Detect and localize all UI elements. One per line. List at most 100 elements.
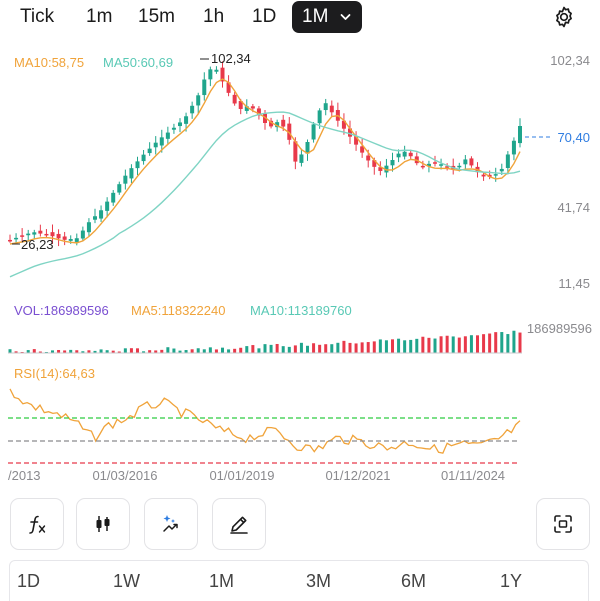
candle-body xyxy=(469,158,474,166)
volume-bar xyxy=(421,336,425,353)
period-1w[interactable]: 1W xyxy=(113,571,140,591)
candlestick-icon xyxy=(96,516,110,532)
volume-bar xyxy=(324,344,328,353)
candle-body xyxy=(202,79,207,96)
magic-icon xyxy=(163,515,178,532)
volume-bar xyxy=(287,346,291,353)
period-selector: 1D 1W 1M 3M 6M 1Y xyxy=(9,560,589,601)
volume-bar xyxy=(233,348,237,353)
candle-body xyxy=(171,127,176,130)
volume-bar xyxy=(275,343,279,353)
candle-body xyxy=(408,152,413,157)
volume-bar xyxy=(190,349,194,353)
timeframe-15m[interactable]: 15m xyxy=(138,6,175,27)
volume-bar xyxy=(8,349,12,353)
volume-bar xyxy=(148,350,152,353)
candle-body xyxy=(293,141,298,162)
chart-type-button[interactable] xyxy=(76,498,130,550)
candle-body xyxy=(275,122,280,128)
candle-body xyxy=(141,154,146,162)
date-axis-label: 01/01/2019 xyxy=(209,468,274,483)
period-6m[interactable]: 6M xyxy=(401,571,427,591)
candle-body xyxy=(354,136,359,145)
volume-bar xyxy=(99,349,103,353)
fullscreen-button[interactable] xyxy=(536,498,590,550)
period-1d[interactable]: 1D xyxy=(17,571,41,591)
volume-legend: VOL:186989596 xyxy=(14,303,109,318)
candle-body xyxy=(38,230,43,234)
candle-body xyxy=(366,155,371,161)
period-3m[interactable]: 3M xyxy=(306,571,332,591)
price-axis-label: 41,74 xyxy=(557,200,590,215)
timeframe-1d[interactable]: 1D xyxy=(252,6,277,27)
volume-bar xyxy=(482,334,486,353)
candle-body xyxy=(487,174,492,177)
volume-bar xyxy=(488,333,492,353)
volume-bar xyxy=(293,345,297,353)
timeframe-1m-month[interactable]: 1M xyxy=(292,1,362,33)
candle-body xyxy=(105,201,110,211)
candle-body xyxy=(311,124,316,140)
rsi-legend: RSI(14):64,63 xyxy=(14,366,95,381)
timeframe-1m-month-label: 1M xyxy=(302,6,329,27)
price-axis-label: 102,34 xyxy=(550,53,590,68)
volume-bar xyxy=(457,337,461,353)
volume-bar xyxy=(81,351,85,353)
candle-body xyxy=(269,120,274,127)
candle-body xyxy=(153,142,158,148)
candle-body xyxy=(384,165,389,173)
candle-body xyxy=(499,168,504,172)
volume-bar xyxy=(214,349,218,353)
volume-bar xyxy=(69,349,73,353)
candle-body xyxy=(86,222,91,233)
volume-bar xyxy=(476,335,479,353)
ma10-line xyxy=(9,78,521,245)
indicator-button[interactable] xyxy=(10,498,64,550)
volume-bar xyxy=(208,347,212,353)
volume-bar xyxy=(263,344,267,353)
candle-body xyxy=(56,233,61,239)
period-1y[interactable]: 1Y xyxy=(500,571,523,591)
ma50-line xyxy=(9,111,521,278)
volume-bar xyxy=(105,350,109,353)
high-price-marker: 102,34 xyxy=(211,51,251,66)
formula-icon xyxy=(29,515,46,534)
volume-bar xyxy=(463,336,467,353)
timeframe-toolbar: Tick 1m 15m 1h 1D 1M xyxy=(0,0,600,34)
candle-body xyxy=(457,165,462,168)
price-chart[interactable]: MA10:58,75 MA50:60,69 102,34 26,23 102,3… xyxy=(0,0,600,490)
timeframe-tick[interactable]: Tick xyxy=(20,6,55,27)
candle-body xyxy=(341,120,346,129)
date-axis-label: 01/11/2024 xyxy=(441,468,505,483)
volume-bar xyxy=(136,348,139,353)
candle-body xyxy=(396,153,401,158)
period-1m[interactable]: 1M xyxy=(209,571,235,591)
volume-bar xyxy=(178,350,182,353)
volume-bar xyxy=(257,348,261,353)
candle-body xyxy=(390,160,395,166)
rsi-line xyxy=(9,388,521,454)
candle-body xyxy=(317,110,322,124)
volume-bar xyxy=(281,346,285,353)
volume-bar xyxy=(14,351,18,353)
candle-body xyxy=(178,122,182,127)
candle-body xyxy=(518,126,522,144)
candle-body xyxy=(323,103,328,111)
candle-body xyxy=(305,142,310,154)
volume-bar xyxy=(93,350,97,353)
gear-icon[interactable] xyxy=(552,5,576,29)
volume-bar xyxy=(26,350,30,353)
volume-max-label: 186989596 xyxy=(527,321,592,336)
candle-body xyxy=(190,105,195,114)
candle-body xyxy=(74,238,79,242)
candle-body xyxy=(165,132,170,139)
candle-body xyxy=(263,113,267,123)
volume-bar xyxy=(202,349,206,353)
ai-pattern-button[interactable] xyxy=(144,498,198,550)
timeframe-1m[interactable]: 1m xyxy=(86,6,113,27)
volume-bar xyxy=(494,332,498,353)
candle-body xyxy=(439,164,444,166)
candle-body xyxy=(402,151,407,157)
drawing-tool-button[interactable] xyxy=(212,498,266,550)
timeframe-1h[interactable]: 1h xyxy=(203,6,225,27)
